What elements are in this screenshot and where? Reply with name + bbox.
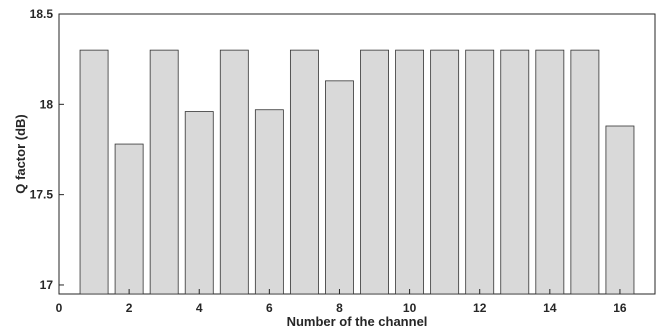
- bar-channel-6: [254, 109, 284, 295]
- bar-channel-4: [184, 111, 214, 295]
- bar-channel-16: [605, 125, 635, 295]
- x-tick-label: 6: [266, 301, 273, 315]
- bar-channel-8: [325, 80, 354, 295]
- bar-channel-1: [79, 49, 109, 295]
- x-tick-label: 0: [56, 301, 63, 315]
- y-tick-label: 17.5: [30, 188, 54, 202]
- bar-channel-7: [289, 49, 319, 295]
- bar-channel-2: [114, 143, 144, 295]
- bar-channel-5: [219, 49, 249, 295]
- bar-channel-15: [570, 49, 600, 295]
- x-tick-label: 8: [336, 301, 343, 315]
- x-axis-label: Number of the channel: [287, 314, 428, 329]
- bars-group: [79, 49, 635, 295]
- bar-channel-9: [360, 49, 389, 295]
- y-tick-label: 18: [40, 97, 54, 111]
- x-tick-label: 2: [126, 301, 133, 315]
- plot-area: [58, 13, 656, 295]
- x-tick-label: 16: [613, 301, 627, 315]
- y-tick-label: 17: [40, 278, 54, 292]
- x-tick-label: 14: [543, 301, 557, 315]
- bar-channel-13: [500, 49, 530, 295]
- y-axis-label: Q factor (dB): [13, 114, 28, 193]
- bar-channel-14: [535, 49, 565, 295]
- x-tick-label: 12: [473, 301, 487, 315]
- bar-channel-10: [395, 49, 425, 295]
- bar-channel-11: [430, 49, 460, 295]
- bar-channel-12: [465, 49, 495, 295]
- x-tick-label: 10: [403, 301, 417, 315]
- x-tick-label: 4: [196, 301, 203, 315]
- x-ticks-group: 0 2 4 6 8 10 12 14 16: [56, 289, 627, 315]
- y-ticks-group: 17 17.5 18 18.5: [30, 7, 64, 292]
- y-tick-label: 18.5: [30, 7, 54, 21]
- bar-channel-3: [149, 49, 179, 295]
